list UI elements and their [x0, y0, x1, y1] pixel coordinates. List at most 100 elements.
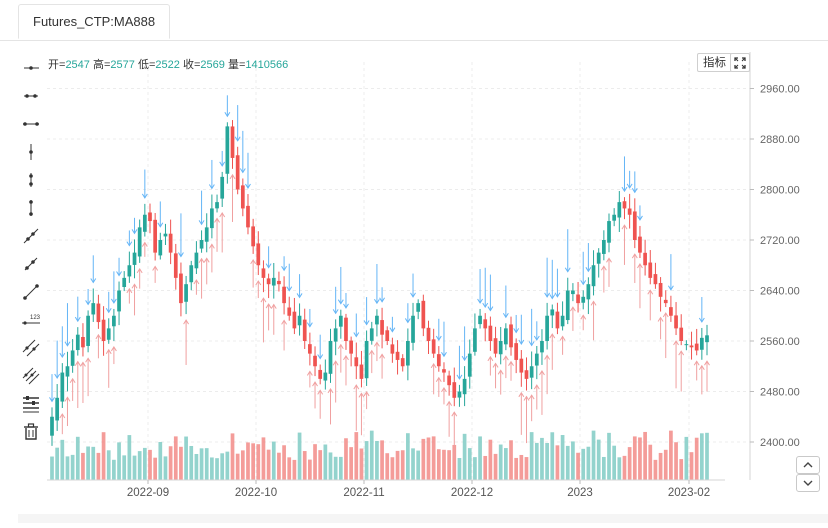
candle-body [550, 309, 555, 316]
candle-body [354, 357, 359, 367]
volume-bar [581, 448, 586, 480]
volume-bar [75, 436, 80, 480]
volume-bar [148, 449, 152, 480]
horizontal-segment-icon[interactable] [14, 82, 48, 110]
volume-bar [81, 452, 85, 480]
volume-bar [436, 449, 441, 480]
y-tick-label: 2400.00 [760, 437, 800, 449]
volume-bar [65, 456, 70, 480]
parallel-lines-icon[interactable] [14, 334, 48, 362]
volume-bar [607, 432, 611, 480]
volume-bar [638, 437, 642, 480]
sell-signal-arrowhead [116, 271, 122, 277]
volume-bar [622, 455, 627, 480]
volume-bar [416, 450, 421, 480]
volume-bar [426, 437, 431, 480]
settings-lines-icon[interactable] [14, 390, 48, 418]
volume-bar [596, 439, 601, 480]
indicators-button[interactable]: 指标 [697, 53, 732, 72]
volume-bar [488, 439, 493, 480]
price-label-icon[interactable]: 123 [14, 306, 48, 334]
buy-signal-arrowhead [183, 319, 190, 325]
candle-body [86, 315, 90, 346]
candle-body [483, 319, 488, 329]
scroll-up-button[interactable] [796, 456, 820, 474]
volume-bar [313, 444, 317, 480]
volume-bar [287, 457, 292, 480]
sell-signal-arrowhead [585, 267, 592, 273]
trend-line-icon[interactable] [14, 278, 48, 306]
fibonacci-icon[interactable] [14, 362, 48, 390]
sell-signal-arrowhead [126, 241, 133, 247]
sell-signal-arrowhead [74, 316, 81, 323]
volume-bar [632, 436, 637, 480]
volume-bar [266, 449, 271, 480]
candle-body [406, 341, 410, 366]
candle-body [220, 176, 225, 199]
horizontal-line-icon[interactable] [14, 110, 48, 138]
candle-body [297, 315, 302, 326]
candle-body [617, 202, 622, 218]
vertical-segment-icon[interactable] [14, 166, 48, 194]
sell-signal-arrowhead [353, 332, 360, 338]
trend-segment-icon[interactable] [14, 250, 48, 278]
sell-signal-arrowhead [487, 306, 494, 312]
fullscreen-button[interactable] [730, 53, 750, 72]
volume-bar [395, 450, 400, 480]
buy-signal-arrowhead [590, 300, 597, 306]
buy-signal-arrowhead [363, 390, 370, 397]
scroll-down-button[interactable] [796, 474, 820, 492]
candle-body [452, 382, 457, 398]
sell-signal-arrowhead [105, 308, 112, 314]
volume-bar [106, 450, 111, 480]
low-label: 低 [137, 59, 149, 71]
candle-body [142, 214, 147, 232]
candle-body [215, 202, 219, 209]
scrollbar-track[interactable] [18, 514, 828, 523]
volume-bar [344, 438, 348, 480]
tab-futures-ctp[interactable]: Futures_CTP:MA888 [18, 4, 171, 39]
volume-bar [308, 459, 312, 480]
buy-signal-arrowhead [373, 341, 380, 347]
candle-body [462, 378, 467, 395]
volume-bar [565, 445, 570, 480]
horizontal-ray-icon[interactable] [14, 54, 48, 82]
volume-bar [674, 442, 678, 480]
candle-body [282, 286, 286, 304]
volume-bar [648, 444, 653, 480]
volume-bar [534, 442, 539, 480]
candle-body [204, 227, 209, 242]
trend-ray-icon[interactable] [14, 222, 48, 250]
y-tick-label: 2960.00 [760, 84, 800, 96]
buy-signal-arrowhead [69, 377, 76, 384]
candle-body [65, 366, 70, 377]
buy-signal-arrowhead [657, 316, 664, 322]
buy-signal-arrowhead [446, 400, 453, 406]
trash-icon[interactable] [14, 418, 48, 446]
volume-bar [210, 457, 214, 480]
volume-bar [168, 446, 173, 480]
volume-bar [457, 458, 462, 480]
candle-body [689, 345, 694, 348]
candle-body [266, 278, 271, 285]
candle-body [385, 330, 390, 341]
candle-body [246, 205, 250, 228]
candle-body [534, 353, 539, 366]
buy-signal-arrowhead [549, 333, 556, 339]
vertical-ray-icon[interactable] [14, 138, 48, 166]
sell-signal-arrowhead [281, 265, 288, 272]
candle-body [699, 337, 704, 350]
volume-bar [504, 448, 508, 480]
candle-body [571, 290, 575, 295]
buy-signal-arrowhead [487, 355, 494, 362]
buy-signal-arrowhead [126, 287, 133, 294]
volume-bar [292, 459, 297, 480]
sell-signal-arrowhead [621, 186, 628, 193]
candle-body [601, 240, 606, 254]
volume-bar [354, 432, 359, 480]
candle-body [225, 126, 230, 174]
vertical-line-icon[interactable] [14, 194, 48, 222]
sell-signal-arrowhead [379, 297, 386, 303]
